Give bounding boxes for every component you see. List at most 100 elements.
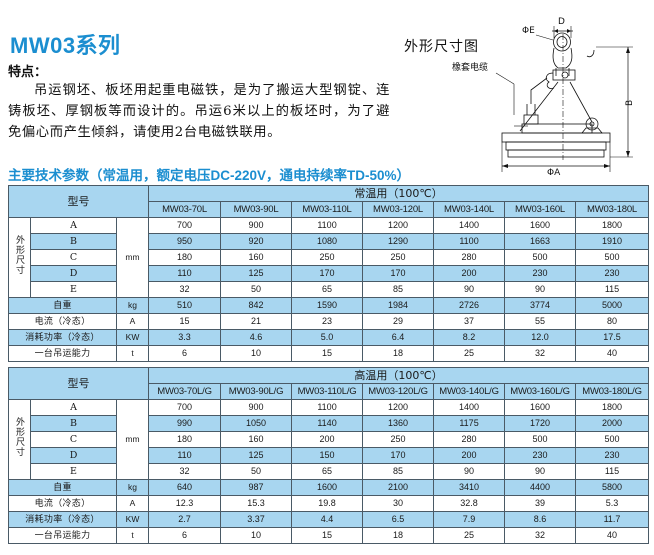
- cell: 25: [433, 527, 506, 544]
- row-label: 消耗功率（冷态）: [8, 511, 117, 528]
- cell: 55: [504, 313, 577, 330]
- model-column-0: MW03-70L: [148, 201, 222, 218]
- cell: 10: [220, 527, 293, 544]
- cell: 32: [504, 527, 577, 544]
- cell: 85: [362, 463, 435, 480]
- cell: 150: [291, 447, 364, 464]
- model-column-3: MW03-120L/G: [362, 383, 435, 400]
- outline-dimension-diagram: 外形尺寸图: [396, 0, 654, 178]
- dimension-unit: mm: [115, 399, 150, 480]
- cell: 700: [148, 217, 222, 234]
- cell: 3.37: [220, 511, 293, 528]
- table-row: D 110 125 150 170 200 230 230: [9, 447, 650, 464]
- cell: 250: [362, 431, 435, 448]
- cell: 32.8: [433, 495, 506, 512]
- cell: 987: [220, 479, 293, 496]
- cell: 12.0: [504, 329, 577, 346]
- cell: 39: [504, 495, 577, 512]
- cell: 510: [148, 297, 222, 314]
- features-label: 特点：: [8, 65, 48, 80]
- cell: 640: [148, 479, 222, 496]
- cell: 1100: [291, 217, 364, 234]
- cell: 6.5: [362, 511, 435, 528]
- cell: 170: [362, 265, 435, 282]
- table-row: 外形尺寸 A mm 700 900 1100 1200 1400 1600 18…: [8, 217, 650, 298]
- cell: 90: [433, 463, 506, 480]
- dimension-letter: E: [30, 281, 117, 298]
- cell: 17.5: [575, 329, 650, 346]
- diagram-caption: 外形尺寸图: [404, 39, 479, 55]
- model-column-5: MW03-160L: [504, 201, 577, 218]
- cell: 900: [220, 217, 293, 234]
- table-row: 自重 kg 510 842 1590 1984 2726 3774 5000: [8, 297, 650, 314]
- row-unit: kg: [115, 297, 150, 314]
- row-label: 一台吊运能力: [8, 527, 117, 544]
- cell: 32: [148, 281, 222, 298]
- cell: 1290: [362, 233, 435, 250]
- cell: 230: [504, 447, 577, 464]
- cell: 230: [575, 447, 650, 464]
- model-column-1: MW03-90L/G: [220, 383, 293, 400]
- cell: 90: [504, 281, 577, 298]
- cell: 1800: [575, 399, 650, 416]
- cell: 5.3: [575, 495, 650, 512]
- table-row: 一台吊运能力 t 6 10 15 18 25 32 40: [8, 527, 650, 544]
- cell: 250: [362, 249, 435, 266]
- dimension-letter: D: [30, 265, 117, 282]
- cell: 4400: [504, 479, 577, 496]
- cell: 12.3: [148, 495, 222, 512]
- cell: 11.7: [575, 511, 650, 528]
- dimension-letter: B: [30, 233, 117, 250]
- table-header-row: 型号 常温用（100℃）: [7, 185, 650, 218]
- cell: 1080: [291, 233, 364, 250]
- cell: 500: [504, 249, 577, 266]
- cell: 4.4: [291, 511, 364, 528]
- cell: 1360: [362, 415, 435, 432]
- cell: 19.8: [291, 495, 364, 512]
- cell: 842: [220, 297, 293, 314]
- table-row: B 950 920 1080 1290 1100 1663 1910: [9, 233, 650, 250]
- cell: 200: [433, 265, 506, 282]
- table-row: 一台吊运能力 t 6 10 15 18 25 32 40: [8, 345, 650, 362]
- model-column-2: MW03-110L/G: [291, 383, 364, 400]
- cell: 5800: [575, 479, 650, 496]
- cell: 115: [575, 281, 650, 298]
- cell: 110: [148, 265, 222, 282]
- cell: 1663: [504, 233, 577, 250]
- cell: 500: [575, 431, 650, 448]
- cell: 125: [220, 265, 293, 282]
- dimension-letter: A: [30, 217, 117, 234]
- cell: 1050: [220, 415, 293, 432]
- row-label: 电流（冷态）: [8, 495, 117, 512]
- table-row: 自重 kg 640 987 1600 2100 3410 4400 5800: [8, 479, 650, 496]
- model-column-1: MW03-90L: [220, 201, 293, 218]
- cell: 3774: [504, 297, 577, 314]
- table-model-row: MW03-70L/G MW03-90L/G MW03-110L/G MW03-1…: [9, 383, 650, 400]
- cell: 280: [433, 431, 506, 448]
- cell: 5000: [575, 297, 650, 314]
- row-unit: KW: [115, 511, 150, 528]
- features-paragraph: 吊运钢坯、板坯用起重电磁铁，是为了搬运大型钢锭、连铸板坯、厚钢板等而设计的。吊运…: [8, 83, 390, 140]
- table-model-row: MW03-70L MW03-90L MW03-110L MW03-120L MW…: [9, 201, 650, 218]
- row-unit: t: [115, 345, 150, 362]
- row-unit: KW: [115, 329, 150, 346]
- cell: 1600: [504, 399, 577, 416]
- cell: 1400: [433, 217, 506, 234]
- row-label: 一台吊运能力: [8, 345, 117, 362]
- cell: 3.3: [148, 329, 222, 346]
- cell: 7.9: [433, 511, 506, 528]
- cell: 200: [433, 447, 506, 464]
- row-unit: A: [115, 313, 150, 330]
- cell: 30: [362, 495, 435, 512]
- cell: 900: [220, 399, 293, 416]
- cell: 250: [291, 249, 364, 266]
- cell: 115: [575, 463, 650, 480]
- cell: 37: [433, 313, 506, 330]
- row-label: 消耗功率（冷态）: [8, 329, 117, 346]
- cell: 1800: [575, 217, 650, 234]
- cell: 23: [291, 313, 364, 330]
- cell: 1100: [291, 399, 364, 416]
- cell: 2726: [433, 297, 506, 314]
- cell: 2.7: [148, 511, 222, 528]
- cell: 15: [148, 313, 222, 330]
